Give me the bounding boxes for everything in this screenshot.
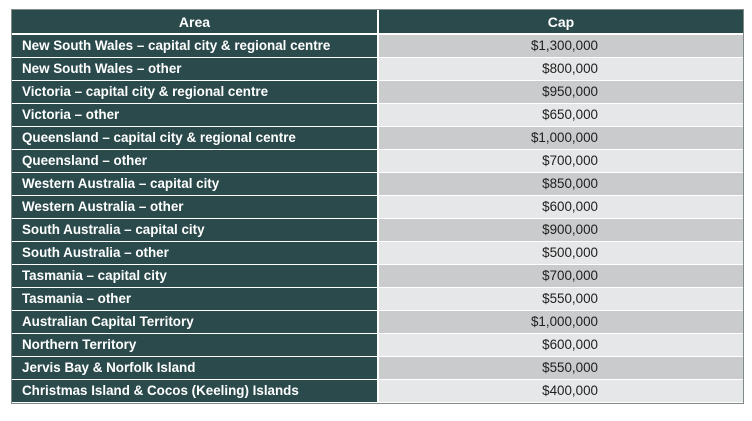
cap-value: $550,000 xyxy=(542,360,598,375)
area-cell: Northern Territory xyxy=(12,334,379,357)
area-cell: New South Wales – capital city & regiona… xyxy=(12,35,379,58)
area-column-header: Area xyxy=(12,10,379,35)
table-row: Jervis Bay & Norfolk Island $550,000 xyxy=(12,357,743,380)
area-cell: New South Wales – other xyxy=(12,58,379,81)
area-cell: Christmas Island & Cocos (Keeling) Islan… xyxy=(12,380,379,403)
cap-cell: $600,000 xyxy=(379,334,743,357)
table-row: New South Wales – capital city & regiona… xyxy=(12,35,743,58)
table-row: New South Wales – other $800,000 xyxy=(12,58,743,81)
cap-value: $850,000 xyxy=(542,176,598,191)
cap-cell: $1,300,000 xyxy=(379,35,743,58)
cap-cell: $900,000 xyxy=(379,219,743,242)
table-row: Tasmania – capital city $700,000 xyxy=(12,265,743,288)
cap-value: $700,000 xyxy=(542,268,598,283)
cap-cell: $700,000 xyxy=(379,265,743,288)
cap-value: $1,000,000 xyxy=(530,314,598,329)
cap-cell: $650,000 xyxy=(379,104,743,127)
table-row: Victoria – other $650,000 xyxy=(12,104,743,127)
table-row: Northern Territory $600,000 xyxy=(12,334,743,357)
table-row: Queensland – capital city & regional cen… xyxy=(12,127,743,150)
table-row: Australian Capital Territory $1,000,000 xyxy=(12,311,743,334)
price-cap-table-container: Area Cap New South Wales – capital city … xyxy=(11,9,744,404)
cap-cell: $950,000 xyxy=(379,81,743,104)
table-row: Western Australia – capital city $850,00… xyxy=(12,173,743,196)
cap-value: $700,000 xyxy=(542,153,598,168)
cap-value: $400,000 xyxy=(542,383,598,398)
cap-value: $1,300,000 xyxy=(530,38,598,53)
table-row: South Australia – other $500,000 xyxy=(12,242,743,265)
table-row: Queensland – other $700,000 xyxy=(12,150,743,173)
cap-cell: $600,000 xyxy=(379,196,743,219)
area-cell: South Australia – capital city xyxy=(12,219,379,242)
area-cell: Queensland – capital city & regional cen… xyxy=(12,127,379,150)
area-cell: Tasmania – other xyxy=(12,288,379,311)
cap-value: $500,000 xyxy=(542,245,598,260)
table-row: South Australia – capital city $900,000 xyxy=(12,219,743,242)
table-row: Western Australia – other $600,000 xyxy=(12,196,743,219)
area-cell: Tasmania – capital city xyxy=(12,265,379,288)
cap-cell: $1,000,000 xyxy=(379,127,743,150)
header-row: Area Cap xyxy=(12,10,743,35)
area-cell: Western Australia – capital city xyxy=(12,173,379,196)
cap-value: $1,000,000 xyxy=(530,130,598,145)
cap-value: $950,000 xyxy=(542,84,598,99)
table-row: Victoria – capital city & regional centr… xyxy=(12,81,743,104)
cap-column-header: Cap xyxy=(379,10,743,35)
area-cell: South Australia – other xyxy=(12,242,379,265)
area-cell: Victoria – other xyxy=(12,104,379,127)
price-cap-table: Area Cap New South Wales – capital city … xyxy=(12,10,743,403)
cap-cell: $700,000 xyxy=(379,150,743,173)
cap-cell: $400,000 xyxy=(379,380,743,403)
cap-cell: $1,000,000 xyxy=(379,311,743,334)
cap-cell: $550,000 xyxy=(379,357,743,380)
table-row: Tasmania – other $550,000 xyxy=(12,288,743,311)
cap-value: $650,000 xyxy=(542,107,598,122)
area-cell: Western Australia – other xyxy=(12,196,379,219)
cap-cell: $550,000 xyxy=(379,288,743,311)
cap-value: $550,000 xyxy=(542,291,598,306)
cap-cell: $800,000 xyxy=(379,58,743,81)
cap-value: $600,000 xyxy=(542,337,598,352)
table-row: Christmas Island & Cocos (Keeling) Islan… xyxy=(12,380,743,403)
area-cell: Victoria – capital city & regional centr… xyxy=(12,81,379,104)
cap-cell: $500,000 xyxy=(379,242,743,265)
area-cell: Australian Capital Territory xyxy=(12,311,379,334)
cap-value: $900,000 xyxy=(542,222,598,237)
area-cell: Queensland – other xyxy=(12,150,379,173)
area-cell: Jervis Bay & Norfolk Island xyxy=(12,357,379,380)
cap-cell: $850,000 xyxy=(379,173,743,196)
cap-value: $600,000 xyxy=(542,199,598,214)
cap-value: $800,000 xyxy=(542,61,598,76)
